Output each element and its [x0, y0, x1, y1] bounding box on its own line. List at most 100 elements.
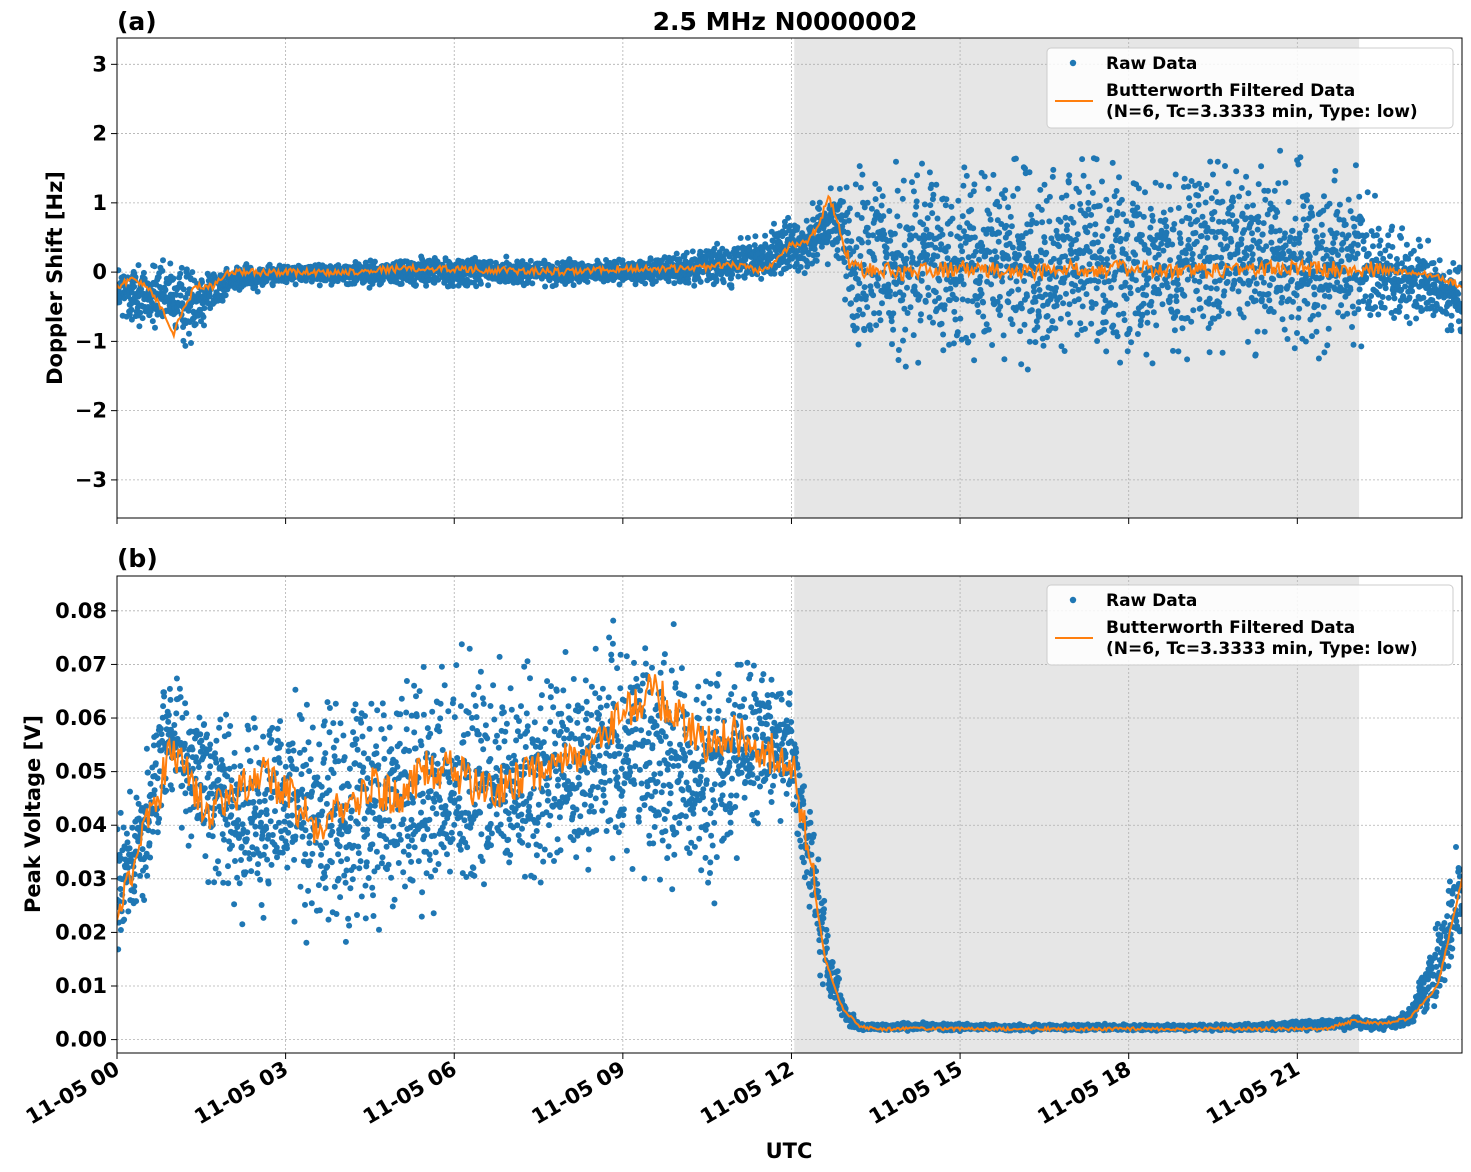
raw-data-point [1304, 300, 1311, 307]
raw-data-point [1104, 256, 1110, 263]
raw-data-point [1093, 156, 1100, 163]
raw-data-point [685, 279, 692, 286]
raw-data-point [145, 769, 151, 776]
raw-data-point [158, 731, 165, 738]
raw-data-point [801, 270, 808, 277]
raw-data-point [1320, 304, 1327, 310]
raw-data-point [1265, 291, 1272, 297]
raw-data-point [729, 271, 736, 278]
raw-data-point [1381, 304, 1388, 311]
raw-data-point [883, 245, 890, 251]
raw-data-point [1037, 186, 1044, 193]
raw-data-point [243, 261, 250, 268]
raw-data-point [1170, 226, 1177, 233]
raw-data-point [859, 311, 866, 318]
raw-data-point [1148, 298, 1155, 305]
raw-data-point [215, 870, 222, 877]
raw-data-point [1169, 241, 1176, 248]
raw-data-point [856, 163, 863, 170]
raw-data-point [991, 248, 998, 255]
raw-data-point [1043, 249, 1050, 256]
raw-data-point [843, 184, 850, 191]
raw-data-point [256, 798, 263, 805]
raw-data-point [1250, 202, 1256, 209]
raw-data-point [1116, 174, 1122, 181]
raw-data-point [900, 337, 906, 344]
raw-data-point [423, 282, 430, 289]
raw-data-point [1295, 161, 1302, 168]
raw-data-point [263, 825, 270, 832]
raw-data-point [934, 215, 941, 222]
raw-data-point [726, 253, 733, 260]
raw-data-point [322, 885, 329, 892]
raw-data-point [133, 898, 140, 905]
raw-data-point [989, 342, 996, 348]
raw-data-point [257, 876, 264, 883]
raw-data-point [1005, 299, 1012, 306]
raw-data-point [673, 250, 680, 257]
raw-data-point [972, 248, 979, 255]
legend-filtered-label: Butterworth Filtered Data [1106, 81, 1355, 101]
raw-data-point [1073, 255, 1080, 262]
raw-data-point [1077, 320, 1084, 327]
raw-data-point [215, 776, 222, 783]
raw-data-point [222, 292, 229, 299]
raw-data-point [1376, 242, 1383, 249]
raw-data-point [1187, 245, 1194, 252]
raw-data-point [1123, 295, 1130, 302]
raw-data-point [713, 276, 720, 283]
raw-data-point [1005, 204, 1012, 211]
raw-data-point [1396, 303, 1403, 310]
raw-data-point [714, 240, 721, 247]
raw-data-point [1075, 296, 1082, 303]
raw-data-point [1212, 188, 1219, 195]
raw-data-point [178, 264, 185, 271]
raw-data-point [762, 232, 769, 239]
raw-data-point [1003, 222, 1010, 229]
raw-data-point [165, 712, 172, 718]
raw-data-point [326, 705, 333, 711]
raw-data-point [1375, 311, 1382, 318]
raw-data-point [1363, 232, 1370, 239]
raw-data-point [925, 292, 932, 299]
raw-data-point [1335, 252, 1341, 258]
raw-data-point [1207, 158, 1214, 165]
raw-data-point [1153, 322, 1160, 329]
raw-data-point [902, 326, 909, 333]
raw-data-point [1084, 229, 1091, 236]
raw-data-point [1360, 246, 1367, 253]
raw-data-point [1194, 217, 1201, 224]
raw-data-point [1303, 197, 1310, 204]
raw-data-point [1032, 339, 1039, 346]
raw-data-point [1086, 261, 1093, 268]
raw-data-point [1000, 332, 1007, 339]
raw-data-point [1338, 302, 1345, 309]
raw-data-point [1114, 209, 1121, 215]
raw-data-point [261, 797, 268, 804]
raw-data-point [1218, 254, 1225, 261]
raw-data-point [957, 243, 964, 250]
raw-data-point [1143, 292, 1150, 299]
raw-data-point [1079, 303, 1086, 310]
raw-data-point [342, 938, 349, 945]
raw-data-point [250, 851, 257, 858]
raw-data-point [953, 296, 960, 303]
raw-data-point [1262, 303, 1268, 310]
raw-data-point [302, 827, 309, 834]
raw-data-point [137, 872, 144, 879]
raw-data-point [1332, 168, 1339, 174]
raw-data-point [1007, 213, 1014, 220]
raw-data-point [303, 761, 310, 768]
raw-data-point [894, 213, 901, 220]
raw-data-point [1149, 360, 1156, 367]
raw-data-point [1086, 248, 1093, 255]
raw-data-point [1393, 256, 1400, 262]
raw-data-point [231, 749, 238, 756]
raw-data-point [1218, 260, 1225, 267]
raw-data-point [1171, 327, 1178, 334]
raw-data-point [1087, 222, 1093, 229]
raw-data-point [228, 777, 235, 784]
raw-data-point [969, 332, 976, 339]
raw-data-point [853, 325, 860, 332]
raw-data-point [1203, 182, 1210, 189]
